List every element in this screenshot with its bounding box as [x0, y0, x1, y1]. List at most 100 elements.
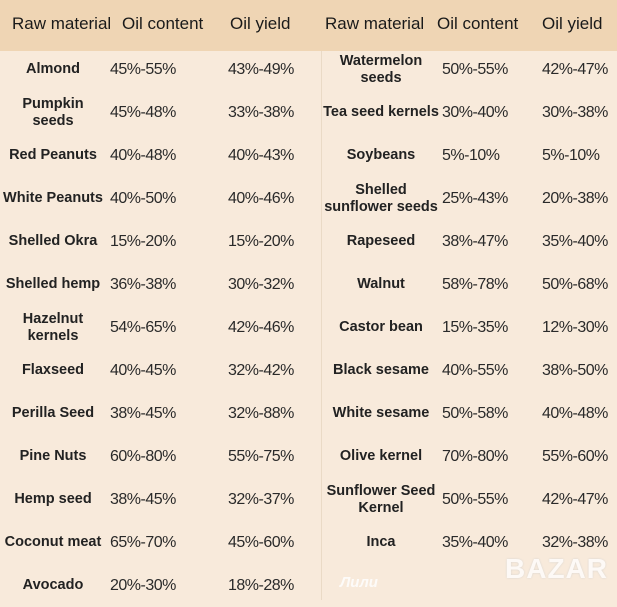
- oil-yield-cell: 40%-48%: [542, 404, 608, 422]
- raw-material-cell: Coconut meat: [4, 534, 102, 550]
- table-row: Red Peanuts 40%-48% 40%-43%: [0, 134, 321, 177]
- oil-yield-cell: 40%-43%: [228, 146, 294, 164]
- table-row: Olive kernel 70%-80% 55%-60%: [322, 435, 617, 478]
- oil-yield-cell: 30%-32%: [228, 275, 294, 293]
- oil-yield-cell: 33%-38%: [228, 103, 294, 121]
- raw-material-cell: Sunflower Seed Kernel: [326, 482, 436, 516]
- column-divider: [321, 51, 322, 600]
- oil-content-cell: 15%-35%: [442, 318, 508, 336]
- oil-content-cell: 30%-40%: [442, 103, 508, 121]
- oil-content-cell: 50%-55%: [442, 490, 508, 508]
- watermark-top: Лили: [340, 574, 378, 591]
- table-row: Shelled sunflower seeds 25%-43% 20%-38%: [322, 177, 617, 220]
- oil-content-cell: 36%-38%: [110, 275, 176, 293]
- raw-material-cell: Pumpkin seeds: [22, 95, 84, 129]
- raw-material-cell: Watermelon seeds: [339, 52, 423, 86]
- oil-content-cell: 38%-47%: [442, 232, 508, 250]
- oil-yield-cell: 50%-68%: [542, 275, 608, 293]
- raw-material-cell: Rapeseed: [346, 233, 416, 249]
- oil-content-cell: 50%-58%: [442, 404, 508, 422]
- oil-content-cell: 5%-10%: [442, 146, 500, 164]
- oil-yield-cell: 15%-20%: [228, 232, 294, 250]
- oil-yield-cell: 38%-50%: [542, 361, 608, 379]
- oil-yield-cell: 12%-30%: [542, 318, 608, 336]
- table-row: Pumpkin seeds 45%-48% 33%-38%: [0, 91, 321, 134]
- raw-material-cell: Olive kernel: [339, 448, 423, 464]
- oil-content-cell: 45%-48%: [110, 103, 176, 121]
- oil-content-cell: 70%-80%: [442, 447, 508, 465]
- oil-content-cell: 40%-48%: [110, 146, 176, 164]
- oil-content-cell: 65%-70%: [110, 533, 176, 551]
- table-row: Coconut meat 65%-70% 45%-60%: [0, 521, 321, 564]
- table-row: Hazelnut kernels 54%-65% 42%-46%: [0, 306, 321, 349]
- table-row: Almond 45%-55% 43%-49%: [0, 48, 321, 91]
- oil-content-cell: 54%-65%: [110, 318, 176, 336]
- oil-content-cell: 15%-20%: [110, 232, 176, 250]
- raw-material-cell: Shelled sunflower seeds: [324, 181, 438, 215]
- raw-material-cell: Soybeans: [346, 147, 416, 163]
- oil-yield-cell: 55%-75%: [228, 447, 294, 465]
- raw-material-cell: Inca: [366, 534, 396, 550]
- left-table: Almond 45%-55% 43%-49% Pumpkin seeds 45%-48%…: [0, 48, 321, 607]
- oil-content-cell: 25%-43%: [442, 189, 508, 207]
- table-row: Watermelon seeds 50%-55% 42%-47%: [322, 48, 617, 91]
- oil-content-cell: 40%-55%: [442, 361, 508, 379]
- table-row: White Peanuts 40%-50% 40%-46%: [0, 177, 321, 220]
- table-row: Inca 35%-40% 32%-38%: [322, 521, 617, 564]
- oil-yield-cell: 40%-46%: [228, 189, 294, 207]
- raw-material-cell: Shelled hemp: [5, 276, 101, 292]
- raw-material-cell: Pine Nuts: [19, 448, 87, 464]
- right-table: Watermelon seeds 50%-55% 42%-47% Tea seed k…: [322, 48, 617, 564]
- raw-material-cell: White sesame: [332, 405, 430, 421]
- oil-yield-cell: 32%-38%: [542, 533, 608, 551]
- table-row: Sunflower Seed Kernel 50%-55% 42%-47%: [322, 478, 617, 521]
- raw-material-cell: Hemp seed: [14, 491, 92, 507]
- oil-content-cell: 58%-78%: [442, 275, 508, 293]
- oil-yield-cell: 42%-46%: [228, 318, 294, 336]
- table-row: Shelled Okra 15%-20% 15%-20%: [0, 220, 321, 263]
- oil-content-cell: 45%-55%: [110, 60, 176, 78]
- oil-yield-cell: 32%-88%: [228, 404, 294, 422]
- table-row: Hemp seed 38%-45% 32%-37%: [0, 478, 321, 521]
- table-row: Soybeans 5%-10% 5%-10%: [322, 134, 617, 177]
- raw-material-cell: Almond: [26, 61, 80, 77]
- raw-material-cell: Avocado: [22, 577, 84, 593]
- oil-yield-cell: 42%-47%: [542, 490, 608, 508]
- oil-yield-cell: 43%-49%: [228, 60, 294, 78]
- oil-yield-cell: 30%-38%: [542, 103, 608, 121]
- table-row: Walnut 58%-78% 50%-68%: [322, 263, 617, 306]
- oil-content-cell: 40%-45%: [110, 361, 176, 379]
- table-row: Pine Nuts 60%-80% 55%-75%: [0, 435, 321, 478]
- header-oil-content-right: Oil content: [437, 14, 519, 33]
- raw-material-cell: Flaxseed: [21, 362, 85, 378]
- table-row: Flaxseed 40%-45% 32%-42%: [0, 349, 321, 392]
- oil-yield-cell: 18%-28%: [228, 576, 294, 594]
- oil-content-cell: 40%-50%: [110, 189, 176, 207]
- table-row: Avocado 20%-30% 18%-28%: [0, 564, 321, 607]
- oil-yield-cell: 32%-37%: [228, 490, 294, 508]
- oil-content-cell: 60%-80%: [110, 447, 176, 465]
- table-row: Castor bean 15%-35% 12%-30%: [322, 306, 617, 349]
- oil-yield-cell: 5%-10%: [542, 146, 600, 164]
- raw-material-cell: Red Peanuts: [9, 147, 97, 163]
- raw-material-cell: Castor bean: [339, 319, 423, 335]
- raw-material-cell: Tea seed kernels: [323, 104, 439, 120]
- oil-yield-cell: 32%-42%: [228, 361, 294, 379]
- oil-content-cell: 50%-55%: [442, 60, 508, 78]
- raw-material-cell: Shelled Okra: [8, 233, 98, 249]
- table-row: Black sesame 40%-55% 38%-50%: [322, 349, 617, 392]
- header-raw-material: Raw material: [12, 14, 112, 33]
- table-row: Tea seed kernels 30%-40% 30%-38%: [322, 91, 617, 134]
- raw-material-cell: White Peanuts: [3, 190, 103, 206]
- table-row: White sesame 50%-58% 40%-48%: [322, 392, 617, 435]
- oil-yield-cell: 45%-60%: [228, 533, 294, 551]
- oil-yield-cell: 35%-40%: [542, 232, 608, 250]
- raw-material-cell: Walnut: [357, 276, 405, 292]
- oil-content-cell: 38%-45%: [110, 490, 176, 508]
- oil-content-cell: 35%-40%: [442, 533, 508, 551]
- table-row: Shelled hemp 36%-38% 30%-32%: [0, 263, 321, 306]
- header-raw-material-right: Raw material: [325, 14, 425, 33]
- oil-content-cell: 20%-30%: [110, 576, 176, 594]
- raw-material-cell: Black sesame: [333, 362, 429, 378]
- table-header: Raw material Oil content Oil yield Raw m…: [0, 0, 617, 51]
